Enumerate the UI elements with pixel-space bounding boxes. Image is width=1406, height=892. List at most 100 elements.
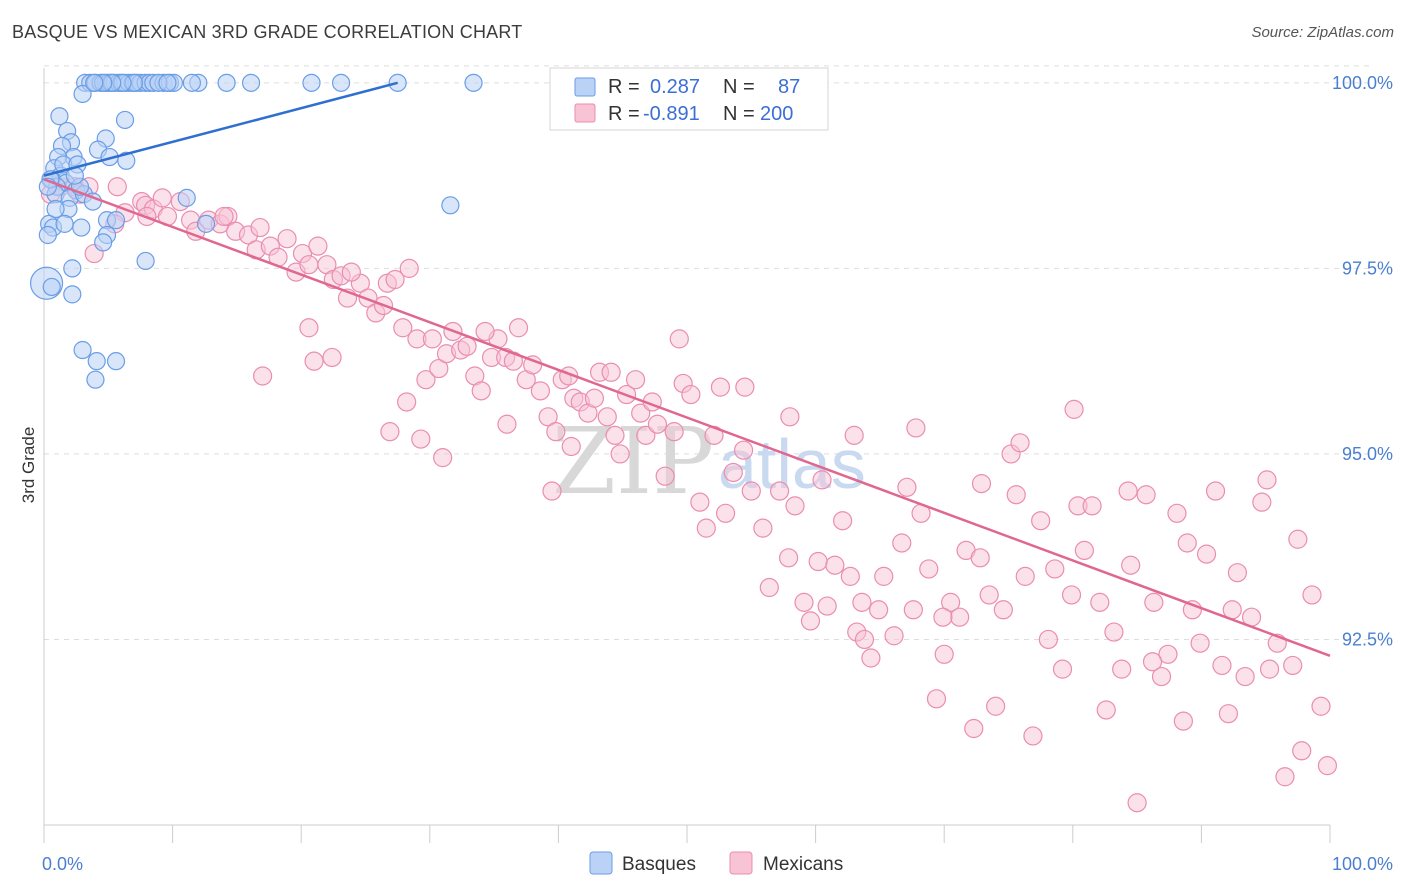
- mexican-point-178: [970, 548, 990, 568]
- mexican-point-184: [1257, 470, 1277, 490]
- mexican-point-90: [753, 518, 773, 538]
- basque-point-83: [182, 73, 201, 92]
- basque-point-66: [106, 352, 126, 371]
- mexican-point-24: [277, 229, 297, 249]
- mexican-point-142: [1144, 592, 1164, 612]
- mexican-point-172: [906, 418, 926, 438]
- mexican-point-59: [538, 407, 558, 427]
- mexican-point-94: [785, 496, 805, 516]
- mexican-point-60: [546, 422, 566, 442]
- mexican-point-92: [769, 481, 790, 501]
- mexican-point-136: [1096, 700, 1116, 720]
- mexican-point-186: [561, 436, 581, 457]
- mexican-point-108: [892, 533, 912, 553]
- mexican-point-43: [422, 329, 442, 349]
- mexican-point-115: [941, 592, 961, 612]
- basque-point-60: [63, 259, 82, 278]
- mexican-point-137: [1104, 622, 1124, 642]
- bottom-legend-mexicans: Mexicans: [763, 854, 843, 875]
- basque-point-85: [55, 214, 74, 233]
- basque-point-54: [106, 211, 126, 230]
- mexican-point-83: [696, 518, 716, 538]
- basque-point-81: [85, 73, 104, 92]
- basque-point-52: [72, 218, 91, 237]
- mexican-point-101: [840, 566, 860, 586]
- mexican-point-28: [308, 236, 328, 256]
- mexicans-trend-line: [43, 178, 1331, 657]
- basque-point-27: [464, 73, 483, 92]
- mexican-point-181: [812, 470, 832, 490]
- mexican-point-125: [1015, 566, 1035, 586]
- mexican-point-89: [741, 481, 761, 501]
- basque-point-23: [241, 73, 261, 92]
- mexican-point-141: [1136, 485, 1156, 505]
- mexican-point-40: [399, 258, 419, 278]
- y-tick-labels: 100.0% 97.5% 95.0% 92.5%: [1332, 73, 1393, 650]
- legend-r-value-mexicans: -0.891: [643, 103, 700, 125]
- x-tick-label-0: 0.0%: [42, 854, 83, 874]
- basque-point-30: [115, 110, 135, 130]
- mexican-point-193: [304, 351, 324, 371]
- basques-points: [29, 73, 483, 389]
- mexican-point-154: [1235, 666, 1255, 687]
- mexican-point-188: [433, 448, 453, 468]
- mexican-point-124: [1006, 485, 1026, 505]
- mexican-point-169: [735, 377, 755, 397]
- mexican-point-192: [253, 366, 273, 386]
- mexican-point-78: [664, 422, 684, 442]
- mexican-point-185: [542, 481, 562, 501]
- mexican-point-128: [1038, 629, 1058, 650]
- mexican-point-106: [874, 566, 894, 586]
- mexican-point-110: [903, 600, 923, 620]
- mexican-point-195: [299, 318, 319, 338]
- mexican-point-146: [1173, 711, 1193, 731]
- mexican-point-116: [950, 607, 970, 627]
- mexican-point-79: [669, 329, 689, 349]
- y-tick-label-1: 97.5%: [1342, 258, 1393, 278]
- mexican-point-182: [933, 607, 953, 627]
- mexicans-points: [40, 177, 1338, 813]
- mexican-point-131: [1061, 585, 1082, 605]
- basque-point-22: [217, 73, 236, 92]
- mexican-point-99: [825, 555, 845, 575]
- legend-swatch-mexicans: [574, 103, 596, 123]
- x-tick-label-1: 100.0%: [1332, 854, 1393, 874]
- mexican-point-189: [411, 429, 431, 449]
- mexican-point-134: [1082, 496, 1102, 516]
- mexican-point-152: [1218, 704, 1239, 724]
- mexican-point-162: [1302, 585, 1322, 605]
- basque-point-29: [50, 107, 69, 126]
- mexican-point-95: [794, 592, 814, 612]
- mexican-point-126: [1023, 726, 1043, 746]
- basque-point-62: [42, 277, 61, 297]
- mexican-point-72: [625, 370, 646, 390]
- mexican-point-127: [1031, 511, 1051, 531]
- mexican-point-120: [979, 585, 999, 605]
- mexican-point-135: [1090, 592, 1110, 612]
- mexican-point-187: [497, 414, 517, 434]
- basque-point-24: [302, 73, 321, 92]
- mexican-point-179: [1177, 533, 1197, 553]
- mexican-point-173: [1010, 433, 1030, 453]
- basque-point-67: [86, 370, 105, 389]
- mexican-point-139: [1121, 555, 1141, 575]
- mexican-point-151: [1212, 655, 1232, 676]
- mexican-point-107: [884, 626, 904, 646]
- legend-r-value-basques: 0.287: [650, 76, 700, 98]
- mexican-point-82: [690, 492, 710, 512]
- basque-point-25: [331, 73, 351, 92]
- mexican-point-191: [322, 347, 342, 368]
- mexican-point-160: [1283, 655, 1303, 676]
- mexican-point-180: [852, 592, 872, 612]
- y-axis-label: 3rd Grade: [19, 427, 38, 504]
- mexican-point-85: [710, 377, 731, 397]
- mexican-point-69: [605, 425, 625, 445]
- mexican-point-55: [508, 318, 529, 338]
- mexican-point-119: [971, 474, 992, 494]
- basque-point-58: [94, 233, 113, 252]
- mexican-point-171: [844, 425, 864, 445]
- mexican-point-38: [385, 269, 405, 290]
- basques-trend-line: [43, 81, 398, 177]
- mexican-point-6: [107, 177, 127, 197]
- mexican-point-161: [1292, 741, 1312, 761]
